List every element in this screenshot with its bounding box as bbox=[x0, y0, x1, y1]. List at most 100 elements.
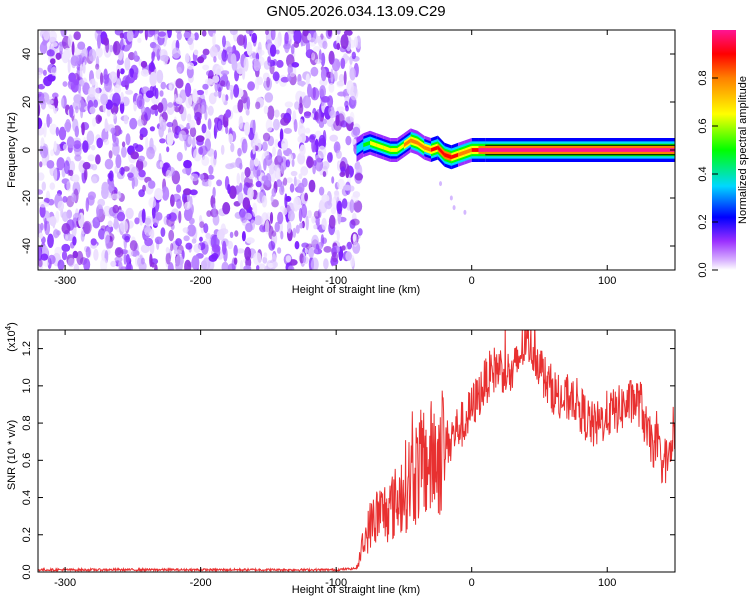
noise-speckle bbox=[284, 193, 288, 208]
noise-speckle bbox=[308, 179, 316, 193]
noise-speckle bbox=[265, 30, 269, 35]
noise-speckle bbox=[53, 167, 58, 182]
noise-speckle bbox=[263, 158, 267, 171]
noise-speckle bbox=[116, 58, 124, 66]
noise-speckle bbox=[349, 86, 359, 101]
noise-speckle bbox=[46, 99, 54, 105]
noise-speckle bbox=[166, 121, 174, 128]
noise-speckle bbox=[38, 117, 43, 130]
noise-speckle bbox=[304, 248, 308, 254]
noise-speckle bbox=[125, 263, 133, 270]
noise-speckle bbox=[211, 252, 219, 260]
noise-speckle bbox=[243, 265, 252, 270]
noise-speckle bbox=[305, 40, 311, 56]
noise-speckle bbox=[279, 128, 284, 143]
noise-speckle bbox=[343, 70, 347, 86]
noise-speckle bbox=[341, 198, 348, 209]
noise-speckle bbox=[187, 135, 192, 145]
noise-speckle bbox=[305, 215, 309, 231]
x-tick-label: -300 bbox=[54, 275, 76, 287]
noise-speckle bbox=[225, 94, 229, 102]
noise-speckle bbox=[271, 187, 277, 197]
noise-speckle bbox=[270, 194, 274, 203]
noise-speckle bbox=[277, 247, 282, 254]
noise-speckle bbox=[103, 37, 109, 46]
noise-speckle bbox=[138, 169, 146, 178]
noise-speckle bbox=[121, 233, 131, 241]
noise-speckle bbox=[40, 253, 49, 261]
noise-speckle bbox=[40, 222, 44, 231]
noise-speckle bbox=[340, 57, 346, 70]
noise-speckle bbox=[293, 119, 298, 132]
noise-speckle bbox=[38, 189, 44, 195]
noise-speckle bbox=[114, 256, 123, 263]
noise-speckle bbox=[168, 229, 175, 242]
noise-speckle bbox=[280, 117, 290, 126]
noise-speckle bbox=[82, 220, 92, 235]
noise-speckle bbox=[185, 94, 193, 109]
noise-speckle bbox=[113, 84, 121, 95]
noise-speckle bbox=[82, 140, 89, 153]
noise-speckle bbox=[330, 68, 334, 83]
snr-series-line bbox=[38, 330, 675, 572]
noise-speckle bbox=[156, 69, 164, 84]
ridge-band-segment bbox=[424, 145, 432, 152]
noise-speckle bbox=[38, 126, 45, 136]
noise-speckle bbox=[277, 148, 283, 163]
noise-speckle bbox=[178, 104, 184, 115]
noise-speckle bbox=[208, 179, 212, 188]
noise-speckle bbox=[335, 150, 342, 159]
noise-speckle bbox=[183, 159, 192, 169]
noise-speckle bbox=[200, 260, 208, 270]
noise-speckle bbox=[291, 159, 295, 168]
noise-speckle bbox=[243, 57, 249, 72]
noise-speckle bbox=[77, 83, 82, 94]
noise-speckle bbox=[151, 52, 155, 62]
noise-speckle bbox=[62, 143, 69, 151]
noise-speckle bbox=[324, 200, 333, 210]
noise-speckle bbox=[274, 138, 279, 148]
snr-panel: -300 -200 -100 0 100 0.0 0.2 0.4 0.6 0.8 1.0 1.2 H… bbox=[4, 322, 676, 596]
noise-speckle bbox=[266, 76, 270, 88]
noise-speckle bbox=[239, 162, 243, 170]
noise-speckle bbox=[297, 135, 303, 143]
noise-speckle bbox=[256, 76, 264, 86]
noise-speckle bbox=[95, 63, 100, 70]
y-tick-label: -20 bbox=[21, 190, 33, 206]
noise-speckle bbox=[221, 93, 226, 103]
noise-speckle bbox=[293, 30, 302, 45]
noise-speckle bbox=[279, 205, 285, 212]
noise-speckle bbox=[109, 44, 114, 53]
noise-speckle bbox=[274, 221, 280, 233]
noise-speckle bbox=[166, 213, 172, 220]
noise-speckle bbox=[60, 97, 65, 108]
noise-speckle bbox=[202, 83, 209, 90]
noise-speckle bbox=[159, 90, 164, 97]
noise-speckle bbox=[263, 105, 269, 115]
noise-speckle bbox=[138, 189, 145, 198]
noise-speckle bbox=[321, 161, 330, 170]
noise-speckle bbox=[255, 101, 261, 110]
noise-speckle bbox=[112, 92, 121, 107]
bottom-x-axis-label: Height of straight line (km) bbox=[292, 584, 420, 596]
noise-speckle bbox=[146, 146, 155, 160]
noise-speckle bbox=[72, 250, 79, 259]
noise-speckle bbox=[337, 178, 345, 190]
noise-speckle bbox=[331, 58, 341, 72]
noise-speckle bbox=[154, 188, 164, 201]
spectrogram-ridge bbox=[356, 128, 675, 170]
noise-speckle bbox=[310, 257, 319, 270]
noise-speckle bbox=[148, 62, 156, 72]
colorbar-tick-label: 0.8 bbox=[697, 70, 709, 85]
ridge-band-segment bbox=[458, 150, 465, 157]
noise-speckle bbox=[183, 31, 191, 39]
noise-speckle bbox=[137, 257, 142, 267]
noise-speckle bbox=[91, 117, 97, 127]
noise-speckle bbox=[212, 32, 216, 48]
colorbar-tick-label: 0.4 bbox=[697, 166, 709, 181]
colorbar: 0.0 0.2 0.4 0.6 0.8 Normalized spectral ampl… bbox=[697, 30, 749, 278]
noise-speckle bbox=[133, 101, 137, 112]
noise-speckle bbox=[75, 105, 79, 114]
noise-speckle bbox=[229, 162, 238, 168]
noise-speckle bbox=[270, 168, 276, 183]
